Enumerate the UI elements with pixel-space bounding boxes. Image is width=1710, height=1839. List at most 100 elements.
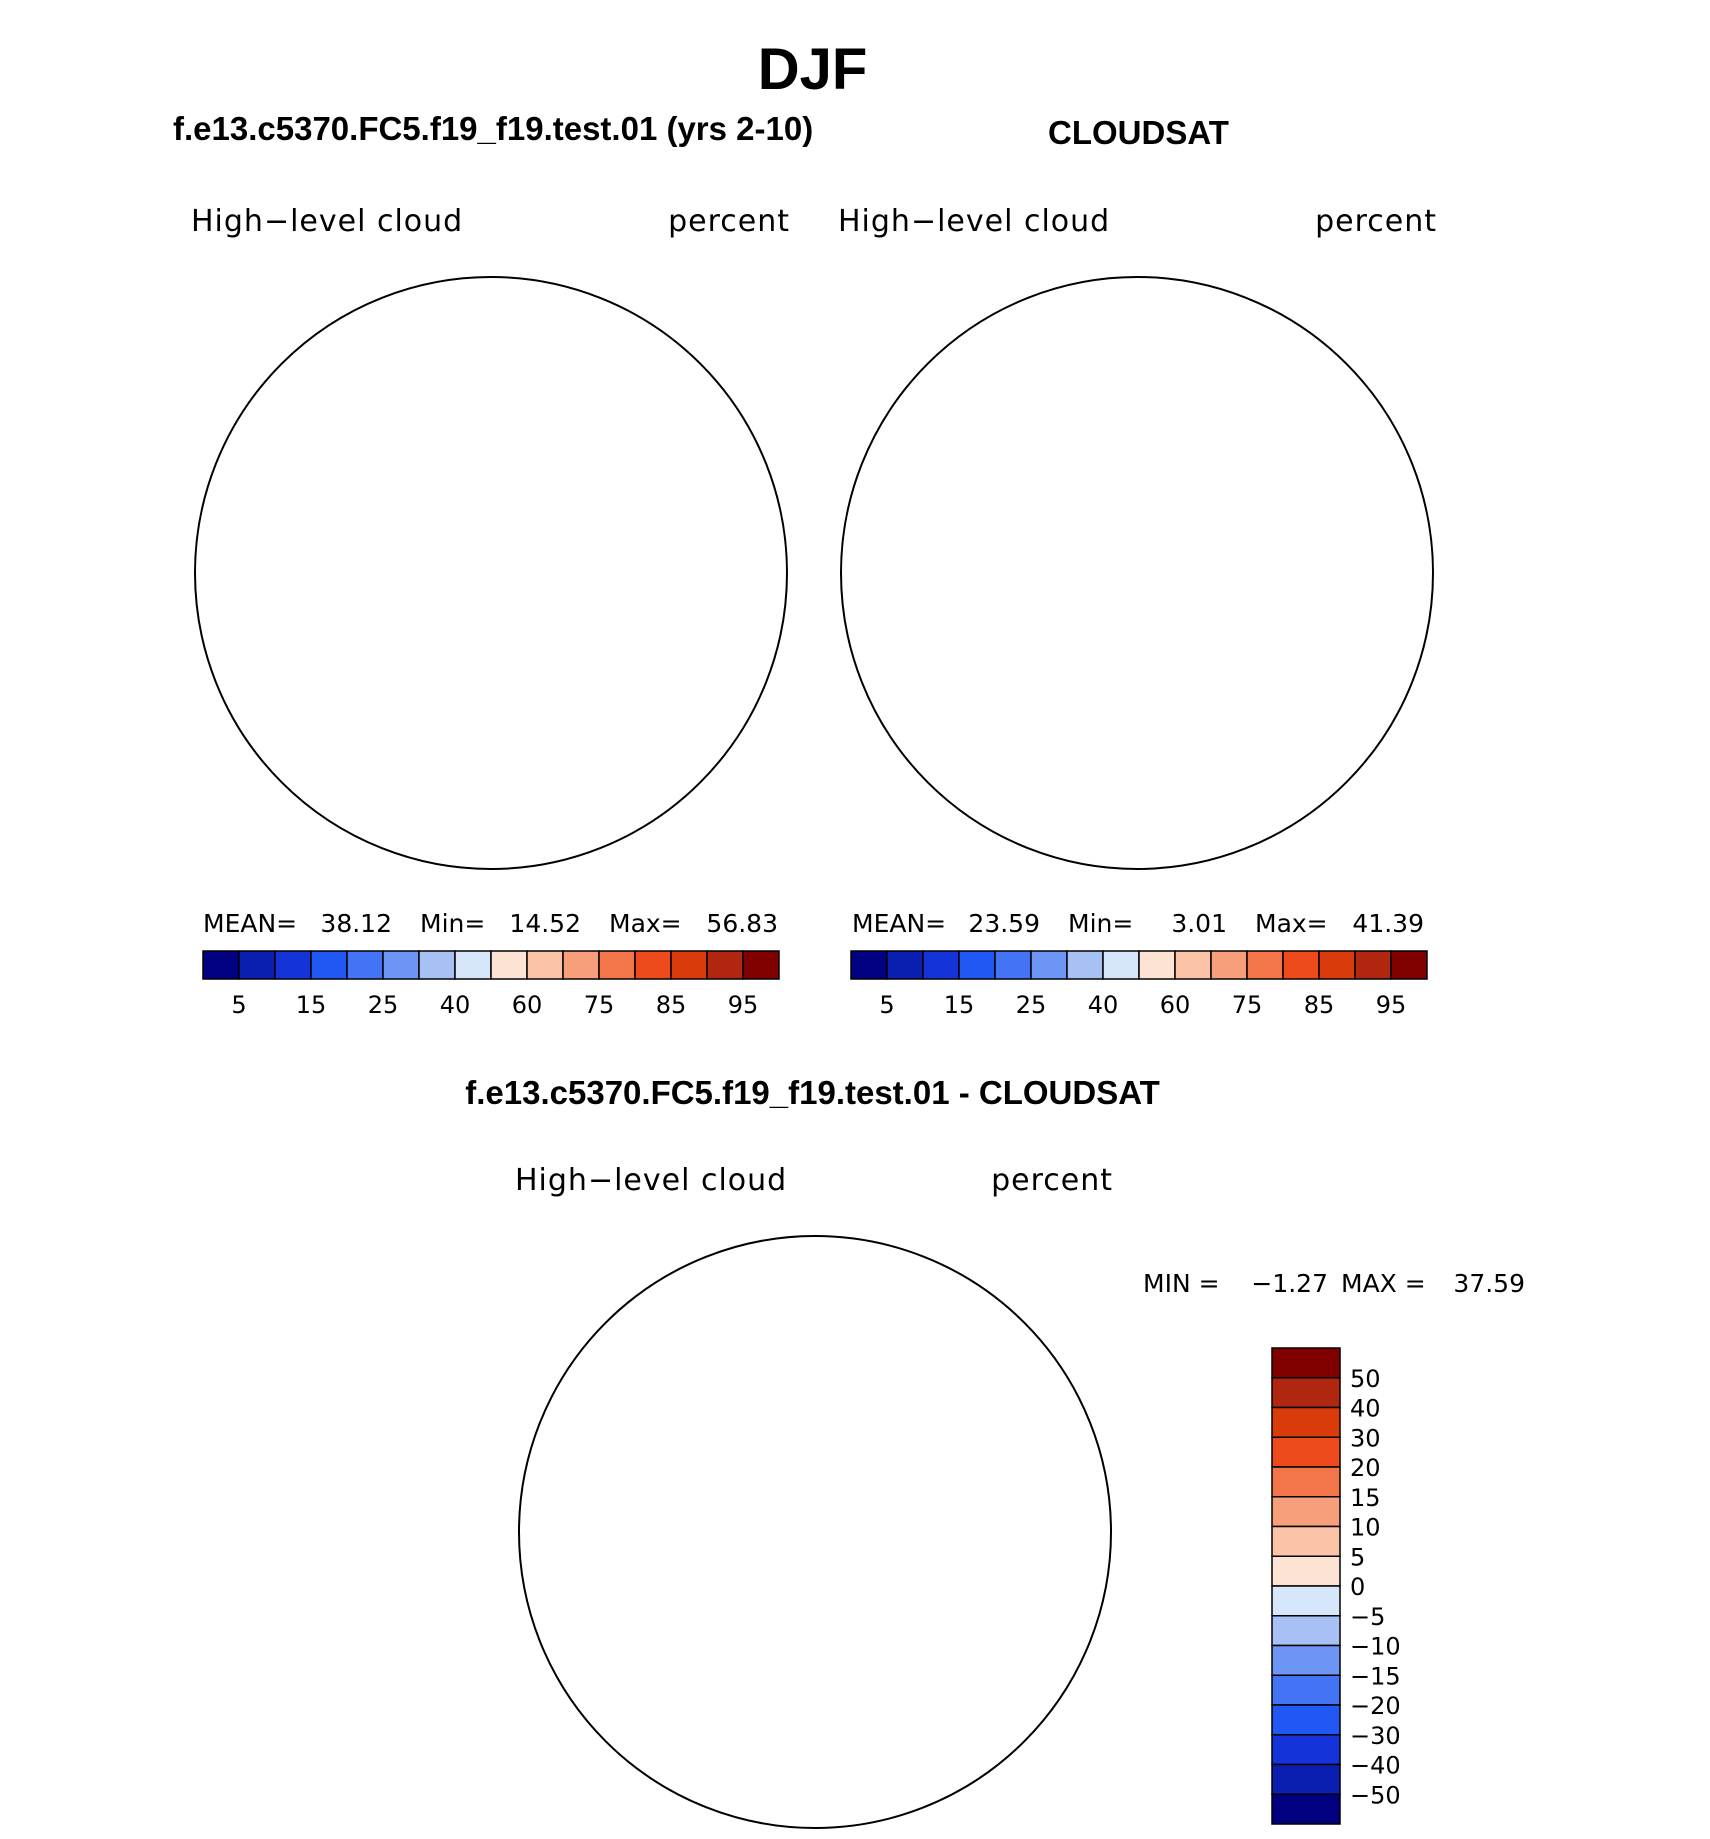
panel-2-colorbar: 5 15 25 40 60 75 85 95 xyxy=(850,950,1428,1019)
panel-1-colorbar-tick-label: 85 xyxy=(656,991,687,1019)
panel-1-map xyxy=(194,276,791,873)
panel-1-colorbar-tick-label: 75 xyxy=(584,991,615,1019)
difference-colorbar-swatch-9 xyxy=(1271,1615,1341,1647)
difference-colorbar-swatch-12 xyxy=(1271,1704,1341,1736)
panel-1-contour-warm-2 xyxy=(401,542,447,583)
panel-2-colorbar-tick-label: 75 xyxy=(1232,991,1263,1019)
panel-1-variable-label: High−level cloud xyxy=(191,204,463,239)
difference-colorbar-tick-label: −40 xyxy=(1350,1752,1401,1780)
difference-colorbar-swatch-15 xyxy=(1271,1793,1341,1825)
panel-2-contour-mid xyxy=(907,348,1357,793)
panel-2-contour-darker xyxy=(1037,455,1247,675)
difference-contour-light xyxy=(545,1262,1080,1797)
panel-2-colorbar-tick-label: 5 xyxy=(879,991,894,1019)
panel-2-colorbar-swatch-4 xyxy=(994,950,1032,980)
panel-2-contour-dark xyxy=(987,408,1297,733)
panel-1-map-border xyxy=(194,276,788,870)
difference-contour-pale-2 xyxy=(845,1580,914,1670)
difference-colorbar-swatch-3 xyxy=(1271,1436,1341,1468)
difference-colorbar-swatch-14 xyxy=(1271,1763,1341,1795)
panel-1-colorbar-swatch-1 xyxy=(238,950,276,980)
panel-1-title: f.e13.c5370.FC5.f19_f19.test.01 (yrs 2-1… xyxy=(173,110,814,147)
panel-1-colorbar-tick-label: 15 xyxy=(296,991,327,1019)
panel-1-max-label: Max= xyxy=(609,909,682,938)
difference-colorbar-tick-label: 15 xyxy=(1350,1484,1381,1512)
panel-1-units-label: percent xyxy=(668,204,790,239)
difference-colorbar-tick-label: 50 xyxy=(1350,1365,1381,1393)
panel-1-colorbar-tick-label: 25 xyxy=(368,991,399,1019)
difference-colorbar-swatch-11 xyxy=(1271,1674,1341,1706)
panel-2-colorbar-swatch-7 xyxy=(1102,950,1140,980)
panel-2-mean-value: 23.59 xyxy=(968,909,1040,938)
difference-min-label: MIN = xyxy=(1143,1269,1220,1298)
difference-contour-dark xyxy=(633,1381,818,1622)
difference-colorbar-tick-label: −5 xyxy=(1350,1603,1385,1631)
panel-2-map-border xyxy=(840,276,1434,870)
panel-1-contour-dark-2 xyxy=(521,577,609,671)
difference-contour-mid xyxy=(585,1307,1035,1752)
panel-2-colorbar-swatch-15 xyxy=(1390,950,1428,980)
difference-units-label: percent xyxy=(991,1163,1113,1198)
panel-2-max-label: Max= xyxy=(1255,909,1328,938)
panel-1-colorbar-swatch-13 xyxy=(670,950,708,980)
panel-1-colorbar-tick-label: 5 xyxy=(231,991,246,1019)
panel-2-colorbar-tick-label: 15 xyxy=(944,991,975,1019)
difference-max-value: 37.59 xyxy=(1453,1269,1525,1298)
panel-2-colorbar-swatch-10 xyxy=(1210,950,1248,980)
difference-missing-data-hole xyxy=(741,1452,889,1600)
difference-colorbar-swatch-4 xyxy=(1271,1466,1341,1498)
panel-1-colorbar-swatch-4 xyxy=(346,950,384,980)
difference-colorbar-swatch-2 xyxy=(1271,1406,1341,1438)
panel-1-colorbar-swatch-10 xyxy=(562,950,600,980)
panel-1-colorbar-swatch-15 xyxy=(742,950,780,980)
panel-2-min-label: Min= xyxy=(1068,909,1133,938)
panel-1-contour-mid xyxy=(321,470,624,699)
panel-2-colorbar-swatch-3 xyxy=(958,950,996,980)
panel-1-colorbar-tick-label: 95 xyxy=(728,991,759,1019)
difference-colorbar-swatch-8 xyxy=(1271,1585,1341,1617)
panel-1-colorbar-swatch-3 xyxy=(310,950,348,980)
difference-contour-pale-1 xyxy=(855,1410,930,1513)
panel-2-colorbar-swatch-0 xyxy=(850,950,888,980)
panel-1-colorbar-tick-label: 40 xyxy=(440,991,471,1019)
panel-2-contour-light xyxy=(867,303,1402,838)
panel-2-map xyxy=(840,276,1434,870)
difference-panel-title: f.e13.c5370.FC5.f19_f19.test.01 - CLOUDS… xyxy=(465,1074,1160,1111)
panel-1-contour-light xyxy=(241,323,731,764)
panel-1-colorbar-swatch-0 xyxy=(202,950,240,980)
panel-2-coastline xyxy=(932,377,1332,717)
difference-colorbar-swatch-5 xyxy=(1271,1496,1341,1528)
panel-2-max-value: 41.39 xyxy=(1352,909,1424,938)
panel-2-colorbar-swatch-11 xyxy=(1246,950,1284,980)
difference-colorbar-swatch-6 xyxy=(1271,1525,1341,1557)
panel-1-contour-warm-1 xyxy=(591,321,661,357)
panel-2-colorbar-swatch-9 xyxy=(1174,950,1212,980)
panel-2-variable-label: High−level cloud xyxy=(838,204,1110,239)
panel-1-colorbar-swatch-11 xyxy=(598,950,636,980)
difference-min-value: −1.27 xyxy=(1251,1269,1328,1298)
panel-2-colorbar-swatch-8 xyxy=(1138,950,1176,980)
panel-1-mean-value: 38.12 xyxy=(320,909,392,938)
difference-colorbar-tick-label: −10 xyxy=(1350,1633,1401,1661)
difference-map-border xyxy=(518,1235,1112,1829)
panel-1-colorbar-swatch-9 xyxy=(526,950,564,980)
panel-1-colorbar-swatch-6 xyxy=(418,950,456,980)
difference-colorbar-swatch-10 xyxy=(1271,1644,1341,1676)
panel-2-colorbar-swatch-12 xyxy=(1282,950,1320,980)
panel-2-title: CLOUDSAT xyxy=(1048,114,1229,151)
difference-colorbar-swatch-0 xyxy=(1271,1347,1341,1379)
panel-2-colorbar-tick-label: 60 xyxy=(1160,991,1191,1019)
panel-2-missing-data-hole xyxy=(1063,493,1211,641)
difference-coastline xyxy=(610,1336,1010,1676)
panel-1-coastline xyxy=(286,377,686,717)
difference-colorbar-tick-label: 5 xyxy=(1350,1543,1365,1571)
panel-1-colorbar-swatch-7 xyxy=(454,950,492,980)
difference-colorbar-swatch-1 xyxy=(1271,1377,1341,1409)
panel-2-colorbar-tick-label: 25 xyxy=(1016,991,1047,1019)
panel-1-colorbar-swatch-5 xyxy=(382,950,420,980)
difference-colorbar-tick-label: −30 xyxy=(1350,1722,1401,1750)
panel-2-colorbar-tick-label: 95 xyxy=(1376,991,1407,1019)
difference-colorbar-tick-label: 30 xyxy=(1350,1424,1381,1452)
